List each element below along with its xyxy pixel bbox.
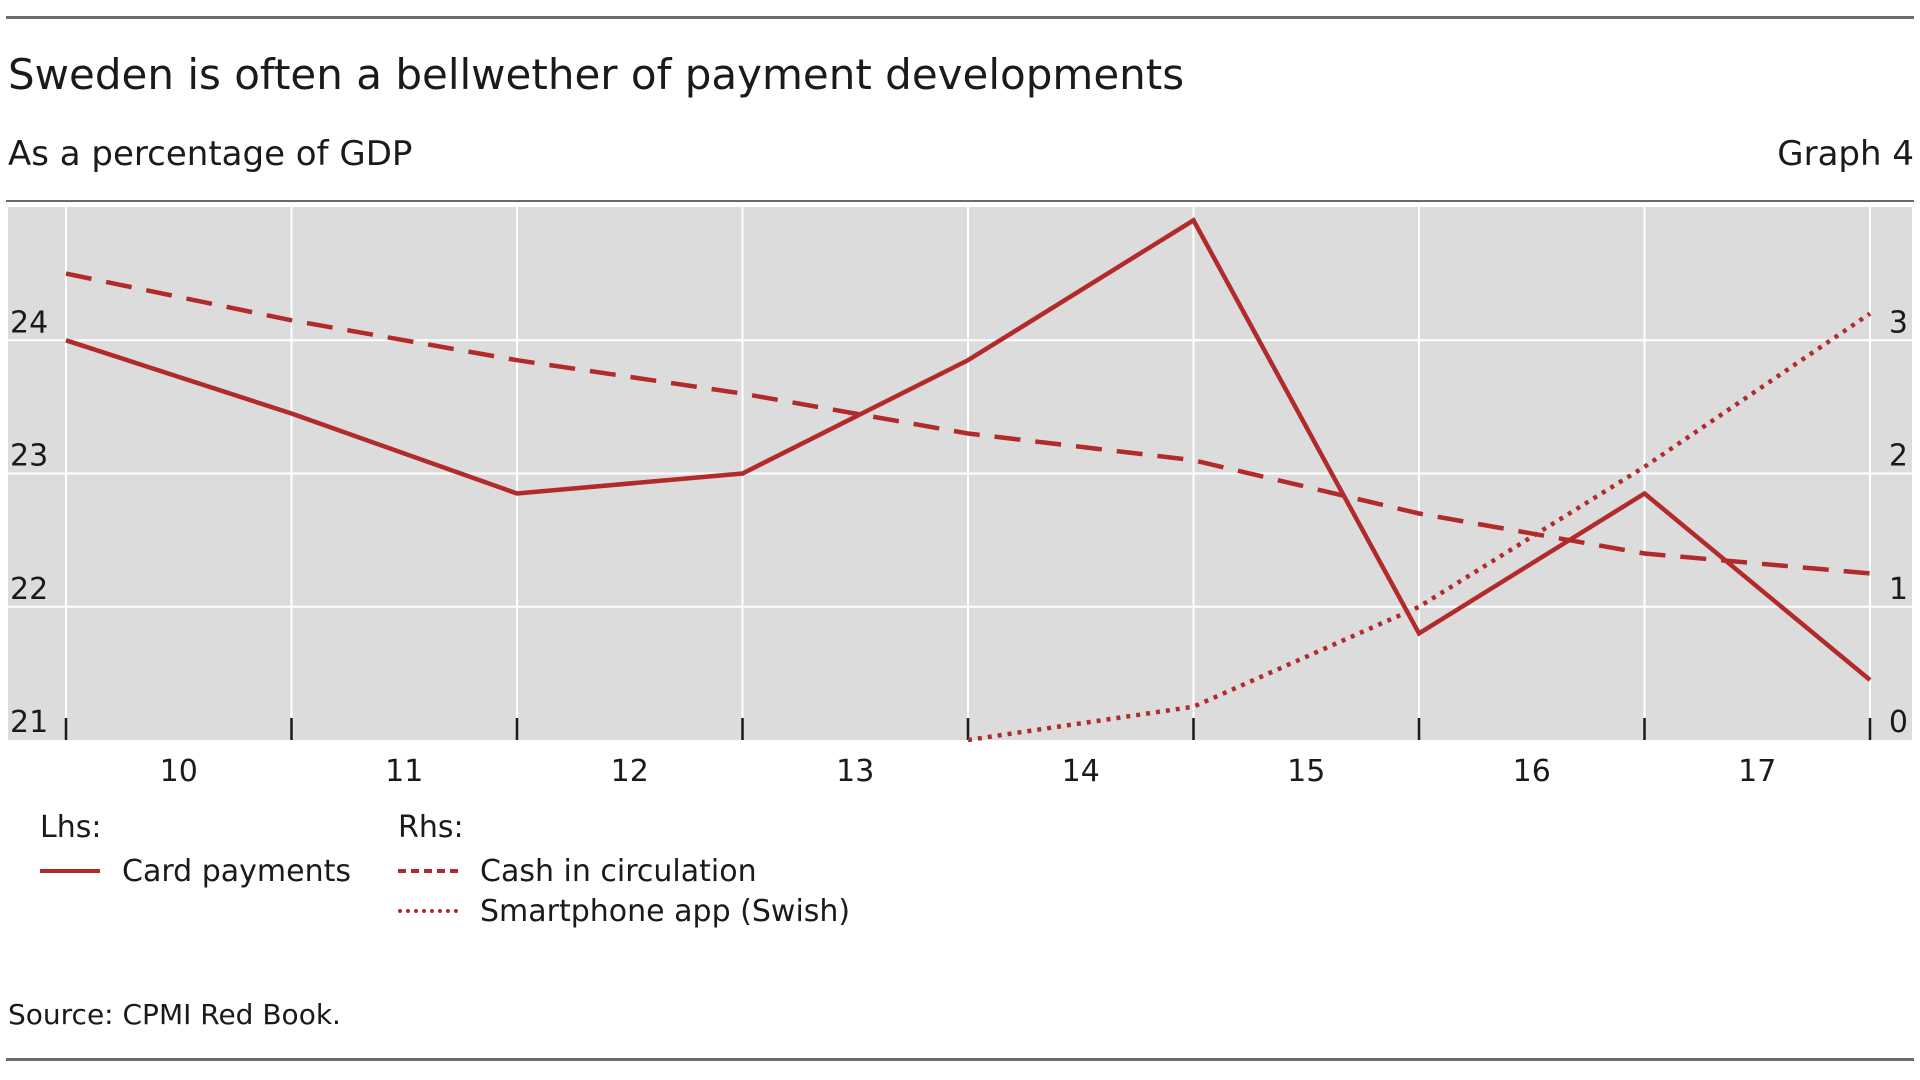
grid	[8, 207, 1912, 740]
y-right-tick-label: 2	[1889, 439, 1908, 474]
y-right-tick-label: 3	[1889, 305, 1908, 340]
legend-item-cash: Cash in circulation	[398, 851, 850, 891]
legend-swatch-dotted	[398, 909, 458, 913]
series-line-dashed	[65, 271, 1871, 576]
y-right-tick-label: 1	[1889, 572, 1908, 607]
chart-title: Sweden is often a bellwether of payment …	[8, 50, 1185, 99]
series-line-dotted	[967, 311, 1872, 743]
top-rule	[6, 16, 1914, 19]
series-group	[65, 217, 1872, 743]
legend-rhs: Rhs: Cash in circulation Smartphone app …	[398, 810, 850, 931]
source-note: Source: CPMI Red Book.	[8, 998, 341, 1031]
x-axis-ticks	[64, 718, 1872, 740]
graph-number: Graph 4	[1777, 134, 1914, 174]
x-tick-label: 12	[611, 754, 649, 789]
legend-label-card: Card payments	[122, 853, 351, 889]
x-tick-label: 15	[1287, 754, 1325, 789]
chart-subtitle: As a percentage of GDP	[8, 134, 413, 174]
legend-lhs: Lhs: Card payments	[40, 810, 351, 891]
x-tick-label: 10	[160, 754, 198, 789]
bottom-rule	[6, 1058, 1914, 1061]
y-left-tick-label: 21	[10, 705, 48, 740]
y-left-tick-label: 23	[10, 439, 48, 474]
y-right-tick-label: 0	[1889, 705, 1908, 740]
y-left-tick-label: 22	[10, 572, 48, 607]
x-tick-label: 11	[385, 754, 423, 789]
legend-rhs-header: Rhs:	[398, 810, 464, 845]
legend-label-cash: Cash in circulation	[480, 853, 757, 889]
x-tick-label: 14	[1062, 754, 1100, 789]
x-tick-label: 17	[1738, 754, 1776, 789]
y-left-tick-label: 24	[10, 305, 48, 340]
header-rule	[6, 200, 1914, 202]
legend-item-card: Card payments	[40, 851, 351, 891]
legend-swatch-dashed	[398, 869, 458, 873]
x-tick-label: 16	[1513, 754, 1551, 789]
x-tick-label: 13	[836, 754, 874, 789]
legend-swatch-solid	[40, 869, 100, 873]
legend-item-swish: Smartphone app (Swish)	[398, 891, 850, 931]
legend-label-swish: Smartphone app (Swish)	[480, 893, 851, 929]
legend-lhs-header: Lhs:	[40, 810, 102, 845]
